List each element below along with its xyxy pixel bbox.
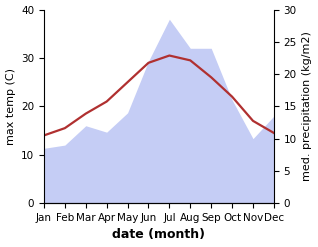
Y-axis label: med. precipitation (kg/m2): med. precipitation (kg/m2) [302,31,313,181]
Y-axis label: max temp (C): max temp (C) [5,68,16,145]
X-axis label: date (month): date (month) [113,228,205,242]
